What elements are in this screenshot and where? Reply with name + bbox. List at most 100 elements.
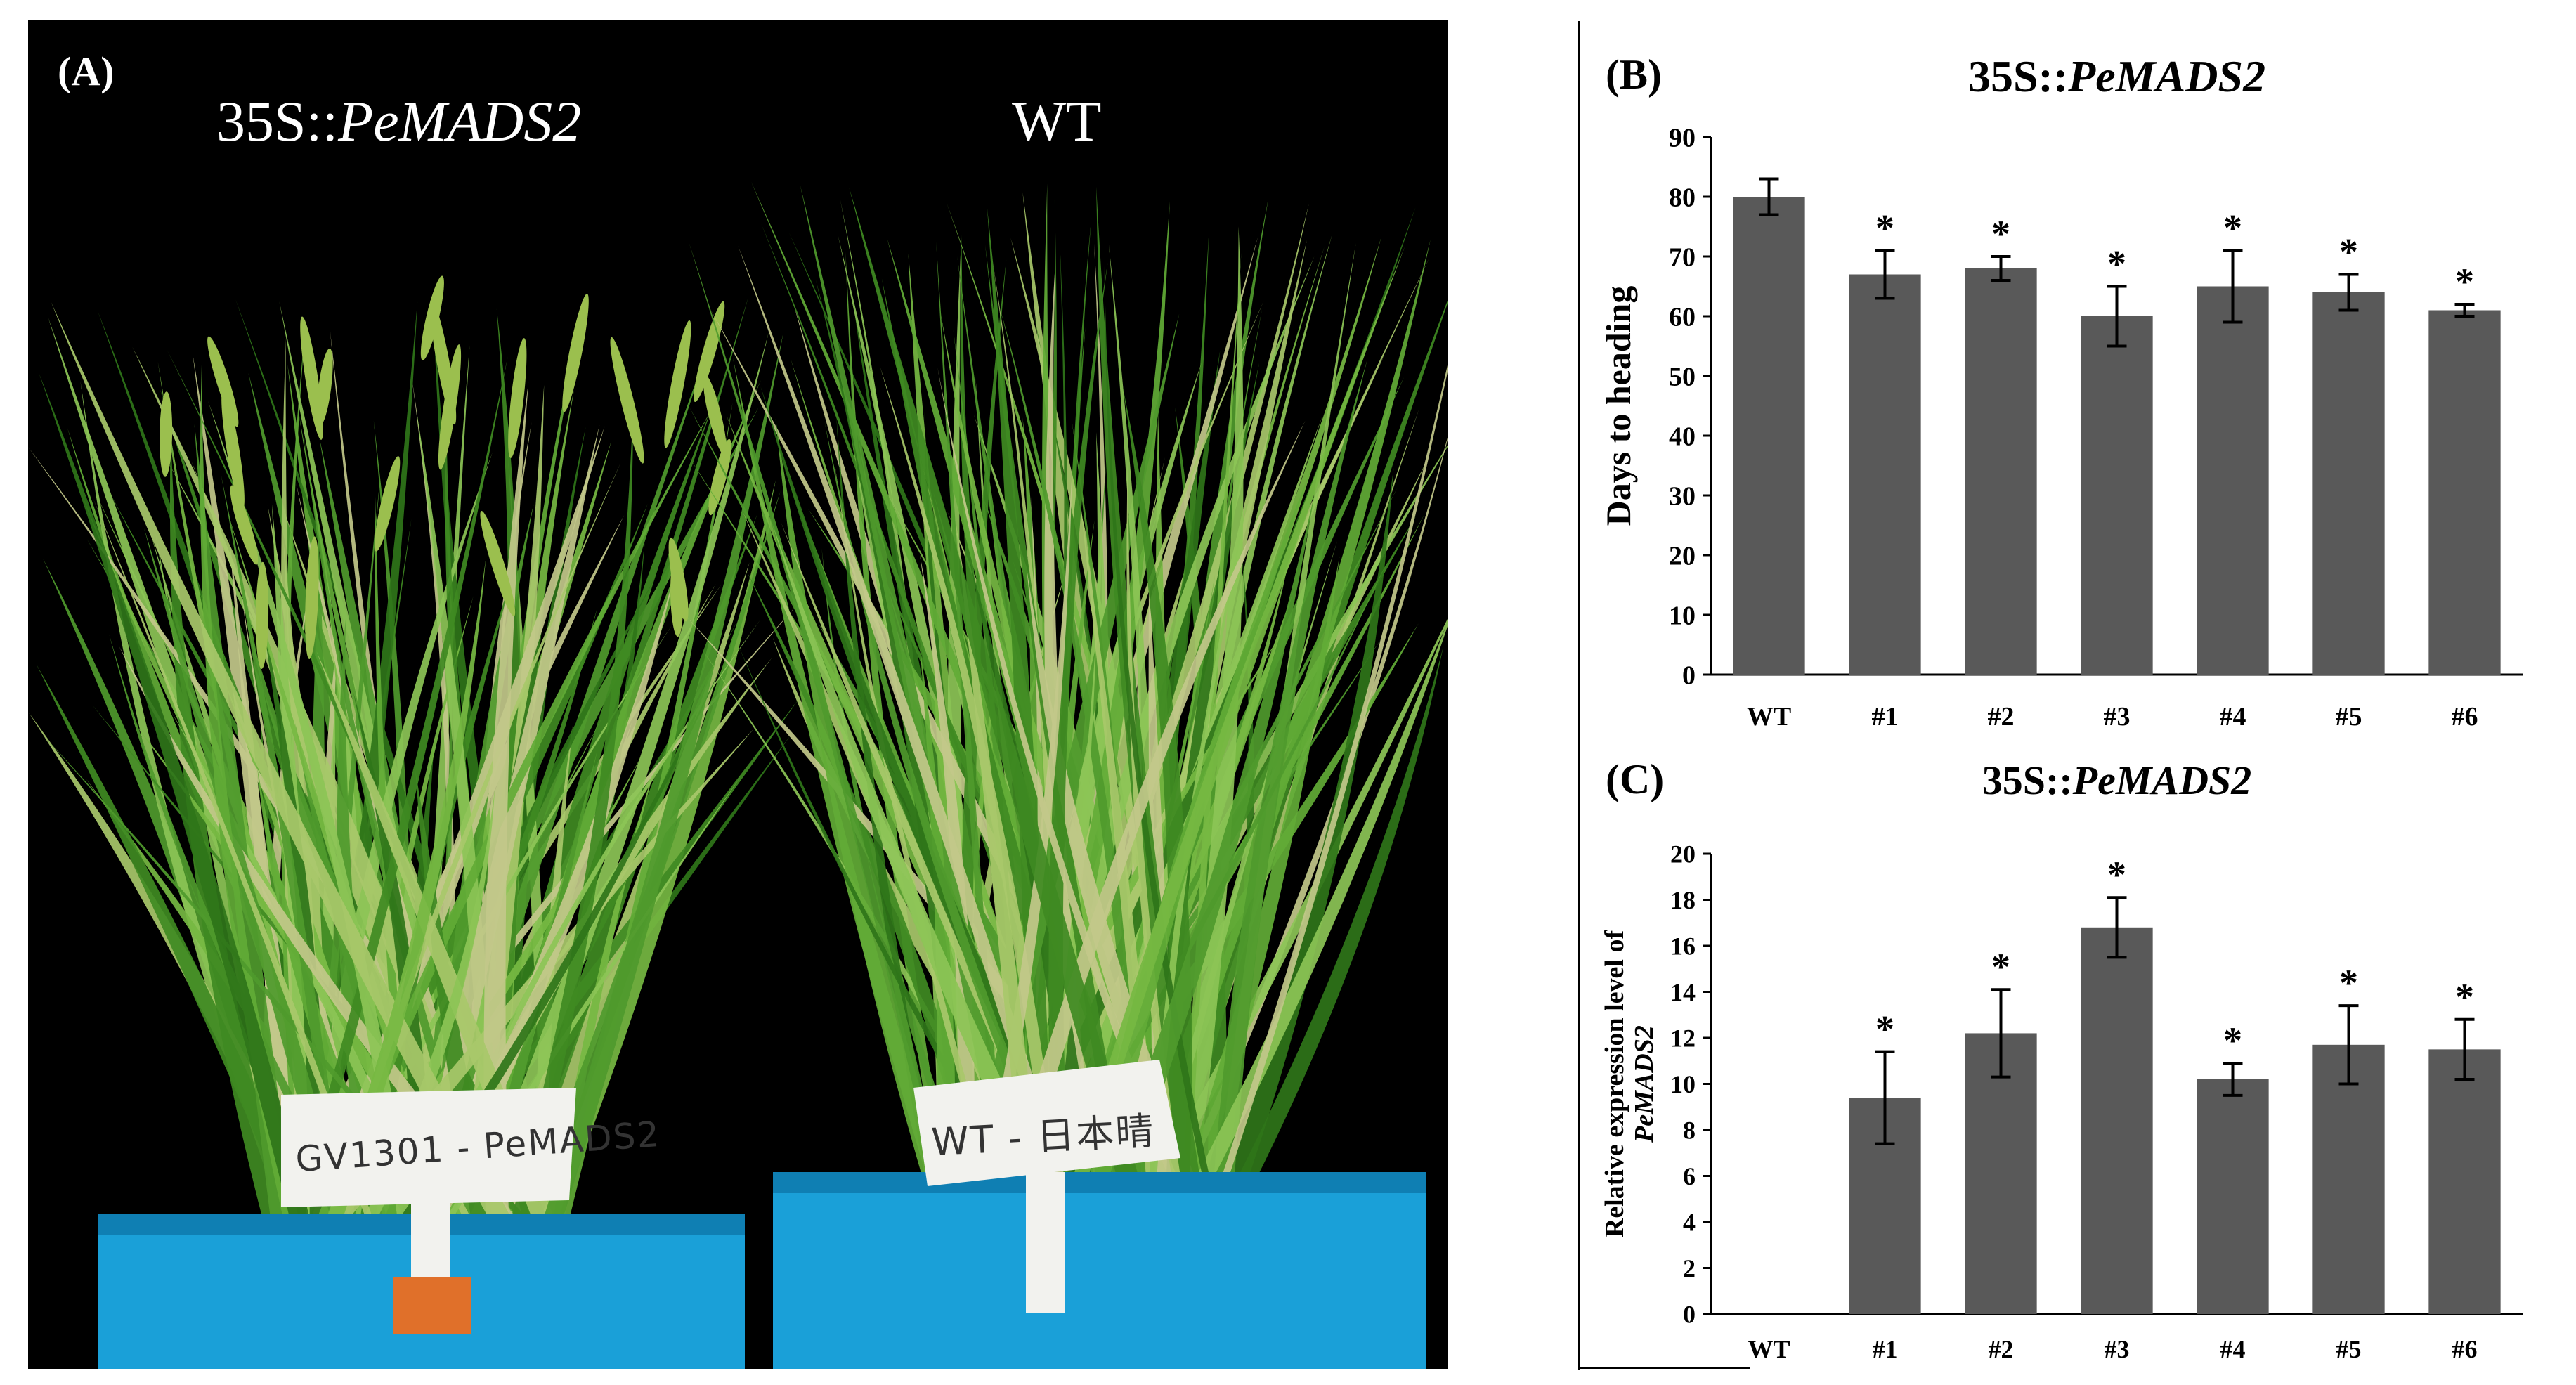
pot-right xyxy=(773,1172,1426,1369)
x-tick-label: #4 xyxy=(2220,702,2246,731)
pot-tag-right-stake xyxy=(1026,1172,1065,1313)
bar-#4 xyxy=(2197,1079,2269,1314)
y-tick-label: 10 xyxy=(1670,1070,1696,1098)
significance-marker: * xyxy=(2107,854,2126,896)
y-tick-label: 20 xyxy=(1670,840,1696,869)
bar-#2 xyxy=(1965,1033,2037,1314)
orange-label xyxy=(393,1277,471,1334)
x-tick-label: #2 xyxy=(1989,1335,2014,1363)
bar-WT xyxy=(1733,197,1805,675)
y-tick-label: 0 xyxy=(1682,661,1696,690)
y-tick-label: 2 xyxy=(1683,1254,1696,1282)
significance-marker: * xyxy=(2107,243,2126,285)
wild-type-plant-leaf xyxy=(738,245,1090,1256)
panel-a-label: (A) xyxy=(58,48,115,94)
transgenic-plant-leaf xyxy=(483,382,529,1256)
rice-panicle xyxy=(694,301,725,403)
y-axis-label-line1: Relative expression level of xyxy=(1600,930,1629,1238)
divider-vertical xyxy=(1578,21,1580,1370)
wild-type-plant-leaf xyxy=(1209,359,1367,1257)
chart-b-panel-label: (B) xyxy=(1606,51,1662,98)
rice-panicle xyxy=(703,375,727,456)
x-tick-label: WT xyxy=(1748,1335,1790,1363)
rice-panicle xyxy=(221,389,245,510)
bar-#2 xyxy=(1965,268,2037,675)
significance-marker: * xyxy=(2455,976,2474,1018)
x-tick-label: #3 xyxy=(2104,702,2131,731)
chart-title-prefix: 35S:: xyxy=(1968,51,2068,101)
transgenic-plant-leaf xyxy=(143,528,360,1256)
wild-type-plant-leaf xyxy=(1048,246,1405,1256)
transgenic-plant-leaf xyxy=(39,373,320,1257)
chart-title-gene: PeMADS2 xyxy=(2072,757,2252,803)
y-tick-label: 8 xyxy=(1683,1117,1696,1145)
x-tick-label: WT xyxy=(1747,702,1791,731)
wild-type-plant-leaf xyxy=(1126,439,1193,1256)
y-tick-label: 50 xyxy=(1669,362,1696,391)
bar-#5 xyxy=(2312,292,2385,675)
bar-#3 xyxy=(2081,927,2153,1314)
x-tick-label: #4 xyxy=(2220,1335,2246,1363)
rice-panicle xyxy=(664,320,691,448)
significance-marker: * xyxy=(1991,946,2010,988)
wild-type-plant-leaf xyxy=(1072,466,1313,1256)
chart-title: 35S::PeMADS2 xyxy=(1982,757,2251,803)
y-tick-label: 60 xyxy=(1669,302,1696,332)
y-tick-label: 18 xyxy=(1670,886,1696,914)
rice-panicle xyxy=(255,561,269,669)
chart-title: 35S::PeMADS2 xyxy=(1968,51,2265,101)
y-tick-label: 20 xyxy=(1669,541,1696,571)
chart-c-panel-label: (C) xyxy=(1606,756,1665,802)
bar-#1 xyxy=(1849,274,1921,675)
pot-tag-right: WT - 日本晴 xyxy=(930,1108,1156,1165)
y-tick-label: 6 xyxy=(1683,1162,1696,1190)
chart-title-prefix: 35S:: xyxy=(1982,757,2073,803)
significance-marker: * xyxy=(2455,261,2474,303)
rice-panicle xyxy=(610,337,644,464)
significance-marker: * xyxy=(2339,962,2358,1004)
rice-panicle xyxy=(160,391,173,477)
bar-#6 xyxy=(2428,1049,2501,1314)
wild-type-plant-leaf xyxy=(955,518,1046,1256)
y-tick-label: 0 xyxy=(1683,1301,1696,1329)
transgenic-gene: PeMADS2 xyxy=(338,89,582,153)
significance-marker: * xyxy=(1875,1008,1894,1051)
rice-panicle xyxy=(668,537,689,622)
pot-tag-right-card xyxy=(913,1060,1180,1186)
rice-panicle xyxy=(207,336,239,427)
rice-panicle xyxy=(374,456,401,552)
pot-right-rim xyxy=(773,1172,1426,1193)
bar-#5 xyxy=(2312,1044,2385,1314)
x-tick-label: #1 xyxy=(1872,702,1899,731)
bar-#4 xyxy=(2197,286,2269,675)
y-tick-label: 16 xyxy=(1670,932,1696,961)
x-tick-label: #5 xyxy=(2336,702,2362,731)
transgenic-label: 35S::PeMADS2 xyxy=(216,89,581,155)
significance-marker: * xyxy=(2339,231,2358,273)
y-tick-label: 14 xyxy=(1670,978,1696,1006)
x-tick-label: #6 xyxy=(2452,702,2478,731)
rice-panicle xyxy=(420,275,444,360)
x-tick-label: #5 xyxy=(2336,1335,2362,1363)
transgenic-plant-leaf xyxy=(93,498,387,1256)
x-tick-label: #3 xyxy=(2105,1335,2130,1363)
x-tick-label: #1 xyxy=(1873,1335,1898,1363)
y-tick-label: 40 xyxy=(1669,422,1696,451)
chart-title-gene: PeMADS2 xyxy=(2067,51,2265,101)
y-tick-label: 10 xyxy=(1669,601,1696,630)
plant-photo: (A) 35S::PeMADS2 WT GV1301 - PeMADS2 WT … xyxy=(28,20,1448,1369)
transgenic-prefix: 35S:: xyxy=(216,89,339,153)
transgenic-plant-leaf xyxy=(132,346,518,1256)
plant-photo-drawing xyxy=(28,181,1448,1369)
wild-type-plant-leaf xyxy=(1140,300,1448,1256)
rice-panicle xyxy=(230,485,259,565)
y-tick-label: 70 xyxy=(1669,242,1696,272)
bar-#6 xyxy=(2428,310,2501,675)
bar-#3 xyxy=(2081,316,2153,675)
rice-panicle xyxy=(300,316,323,440)
significance-marker: * xyxy=(1875,207,1894,249)
wt-label: WT xyxy=(1012,89,1102,153)
rice-panicle xyxy=(429,299,457,425)
